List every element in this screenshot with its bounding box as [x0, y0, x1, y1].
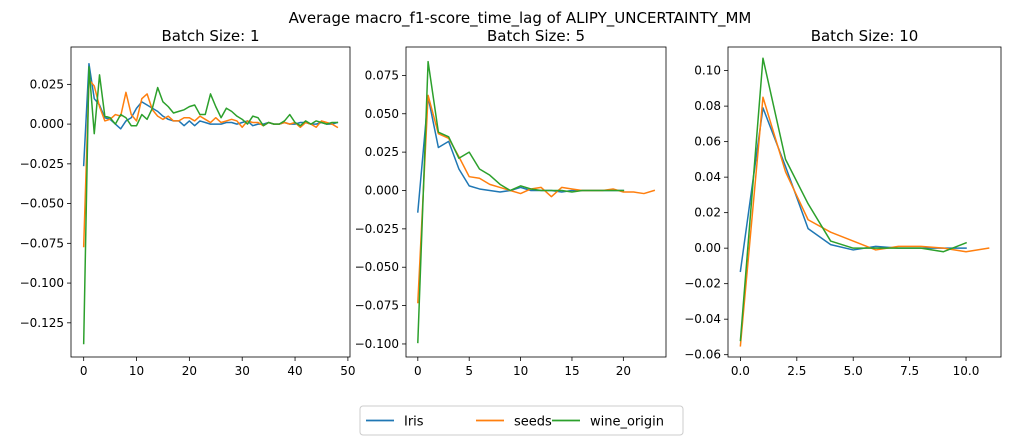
- x-tick-label: 0.0: [731, 364, 750, 378]
- series-line-seeds: [739, 96, 990, 347]
- x-tick-label: 0: [414, 364, 422, 378]
- y-tick-label: −0.02: [684, 277, 721, 291]
- y-tick-label: 0.025: [30, 77, 64, 91]
- y-tick-label: 0.000: [365, 183, 399, 197]
- x-tick-label: 20: [616, 364, 631, 378]
- y-tick-label: 0.04: [694, 170, 721, 184]
- y-tick-label: −0.050: [355, 260, 399, 274]
- subplot-title: Batch Size: 5: [487, 27, 585, 45]
- y-tick-label: −0.06: [684, 348, 721, 362]
- plot-frame: [405, 46, 667, 358]
- series-line-seeds: [82, 78, 339, 248]
- y-tick-label: −0.025: [20, 157, 64, 171]
- series-line-wine-origin: [417, 60, 625, 344]
- y-tick-label: −0.04: [684, 312, 721, 326]
- y-tick-label: −0.100: [355, 337, 399, 351]
- x-tick-label: 5.0: [844, 364, 863, 378]
- y-tick-label: 0.025: [365, 145, 399, 159]
- x-tick-label: 10: [513, 364, 528, 378]
- subplot-3: Batch Size: 10 0.0 2.5 5.0 7.5 10.0 −0.06 −0.04…: [684, 27, 1002, 378]
- x-tick-label: 7.5: [900, 364, 919, 378]
- subplot-1: Batch Size: 1 0 10 20 30 40 50 −0.125 −0.100 −0.0…: [20, 27, 356, 378]
- x-tick-label: 2.5: [787, 364, 806, 378]
- x-tick-label: 5: [465, 364, 473, 378]
- series-line-wine-origin: [739, 57, 968, 342]
- legend-label: Iris: [404, 415, 424, 430]
- subplots: Batch Size: 10 10 20 30 40 50−0.125−0.100−0.0…: [20, 27, 1002, 378]
- y-tick-label: 0.02: [694, 206, 721, 220]
- y-tick-label: 0.10: [694, 64, 721, 78]
- plot-frame: [70, 46, 351, 358]
- y-tick-label: 0.050: [365, 107, 399, 121]
- x-tick-label: 10: [129, 364, 144, 378]
- subplot-2: Batch Size: 5 0 5 10 15 20 −0.100 −0.075 −0.050 −…: [355, 27, 667, 378]
- y-tick-label: 0.075: [365, 68, 399, 82]
- series-line-seeds: [417, 94, 656, 304]
- series-line-iris: [417, 96, 625, 213]
- legend: Iris seeds wine_origin: [359, 405, 684, 436]
- x-tick-label: 15: [564, 364, 579, 378]
- plot-frame: [727, 46, 1002, 358]
- y-tick-label: −0.075: [20, 236, 64, 250]
- y-tick-label: 0.08: [694, 99, 721, 113]
- y-tick-label: −0.025: [355, 222, 399, 236]
- x-tick-label: 20: [182, 364, 197, 378]
- y-tick-label: −0.125: [20, 316, 64, 330]
- subplot-title: Batch Size: 1: [161, 27, 259, 45]
- y-tick-label: −0.100: [20, 276, 64, 290]
- y-tick-label: −0.050: [20, 197, 64, 211]
- subplot-title: Batch Size: 10: [811, 27, 919, 45]
- legend-label: seeds: [514, 415, 552, 430]
- y-tick-label: 0.06: [694, 135, 721, 149]
- x-tick-label: 40: [287, 364, 302, 378]
- legend-label: wine_origin: [590, 415, 664, 430]
- y-tick-label: 0.000: [30, 117, 64, 131]
- x-tick-label: 30: [235, 364, 250, 378]
- y-tick-label: 0.00: [694, 241, 721, 255]
- legend-box: [359, 405, 684, 436]
- figure-suptitle: Average macro_f1-score_time_lag of ALIPY…: [289, 9, 752, 28]
- x-tick-label: 0: [80, 364, 88, 378]
- series-line-wine-origin: [82, 66, 339, 345]
- y-tick-label: −0.075: [355, 299, 399, 313]
- series-line-iris: [82, 62, 339, 167]
- x-tick-label: 50: [340, 364, 355, 378]
- x-tick-label: 10.0: [953, 364, 980, 378]
